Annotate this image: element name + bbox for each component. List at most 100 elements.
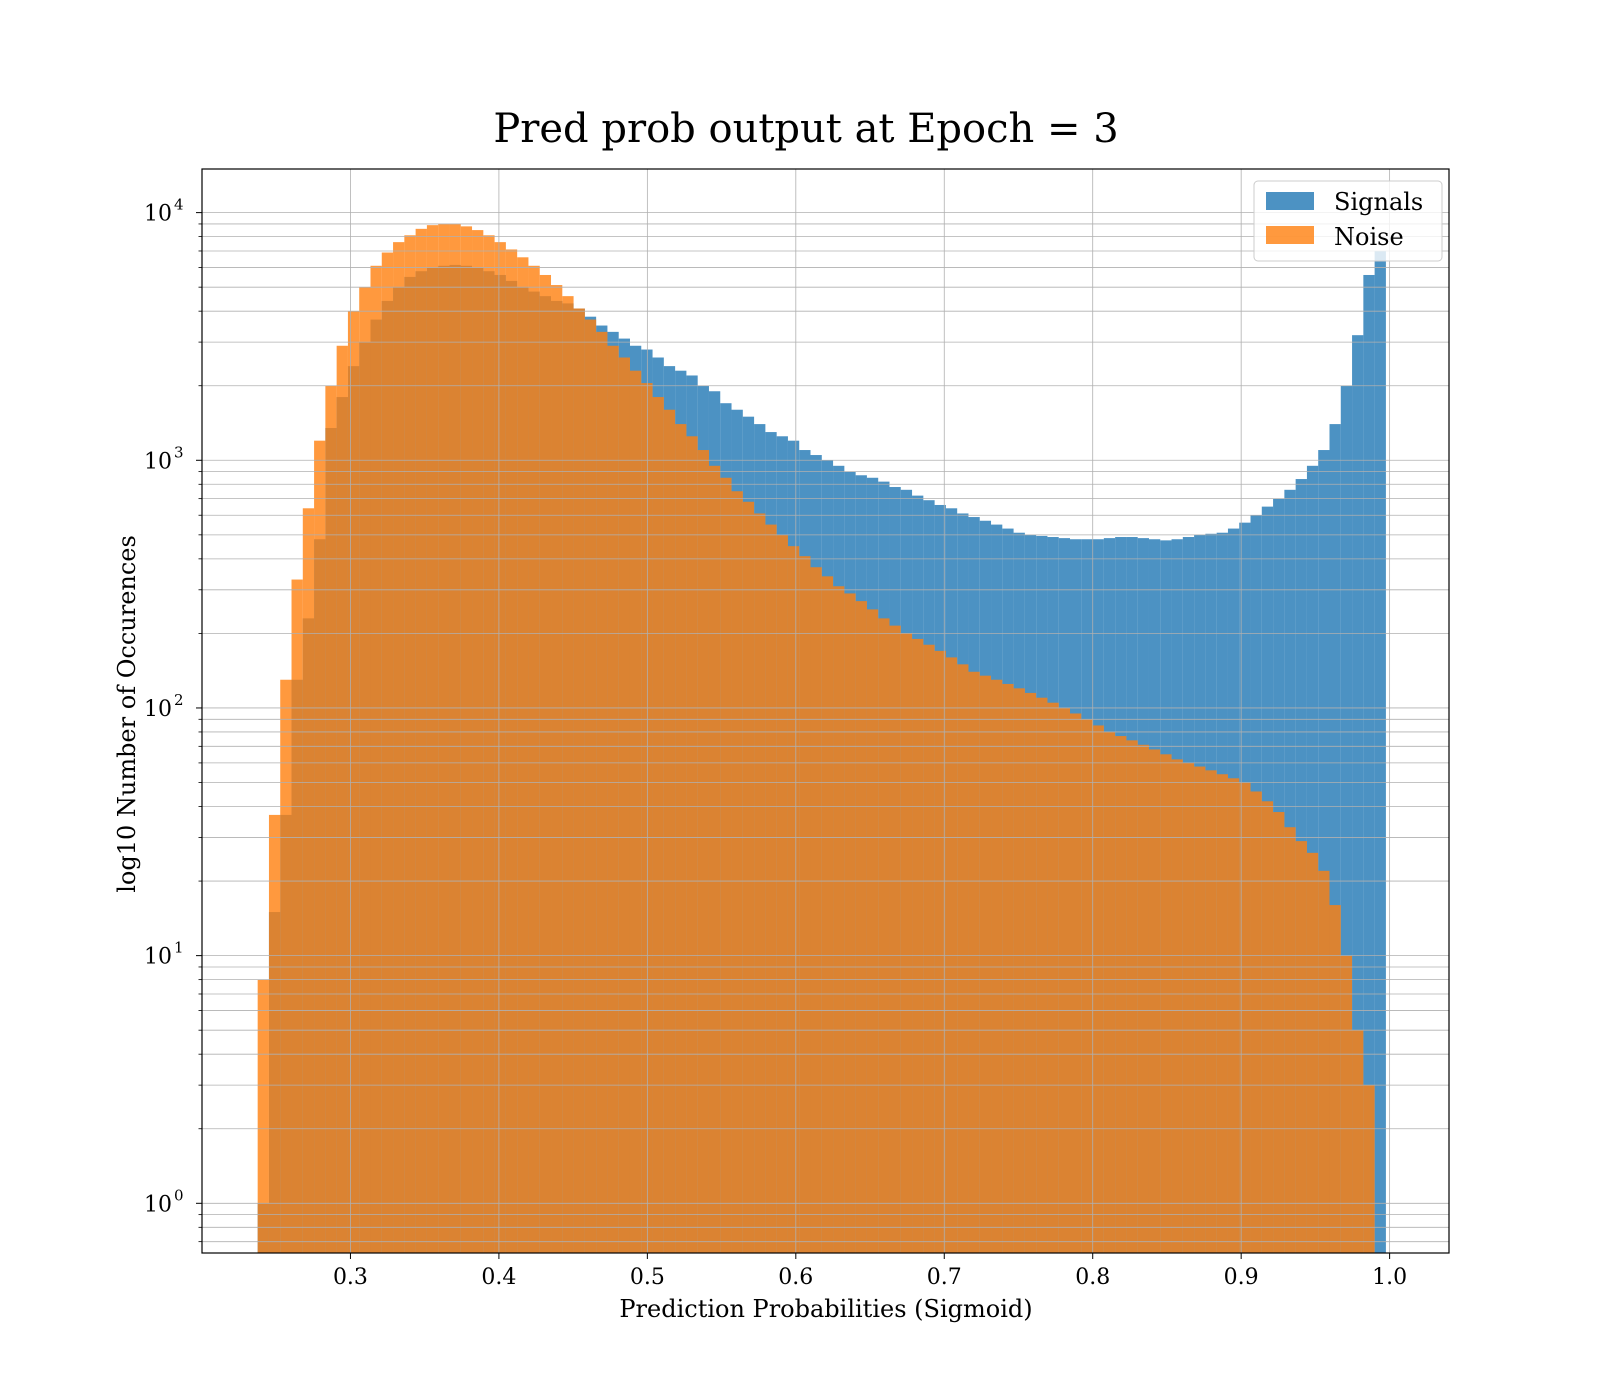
legend-label-signals: Signals bbox=[1334, 188, 1423, 216]
y-axis-label: log10 Number of Occurences bbox=[113, 535, 141, 893]
x-tick-label: 0.8 bbox=[1075, 1265, 1110, 1290]
bar-noise bbox=[889, 625, 901, 1253]
bar-noise bbox=[1058, 707, 1071, 1253]
bar-noise bbox=[652, 397, 664, 1254]
bar-noise bbox=[697, 450, 709, 1253]
bar-noise bbox=[438, 223, 450, 1253]
bar-noise bbox=[821, 576, 834, 1253]
bar-noise bbox=[742, 501, 755, 1253]
bar-noise bbox=[1126, 740, 1138, 1253]
bar-noise bbox=[562, 296, 574, 1253]
plot-area bbox=[201, 168, 1450, 1254]
bar-noise bbox=[1284, 827, 1296, 1253]
bar-noise bbox=[584, 319, 597, 1254]
y-tick-label: 10 bbox=[144, 1192, 172, 1217]
bar-noise bbox=[1205, 770, 1217, 1253]
x-tick-label: 0.7 bbox=[927, 1265, 962, 1290]
bar-noise bbox=[991, 679, 1003, 1253]
bar-noise bbox=[866, 609, 879, 1253]
bar-noise bbox=[1047, 702, 1059, 1253]
legend-swatch-noise bbox=[1266, 226, 1314, 244]
bar-noise bbox=[1024, 692, 1037, 1253]
bar-noise bbox=[472, 230, 484, 1254]
x-axis-label: Prediction Probabilities (Sigmoid) bbox=[619, 1295, 1032, 1323]
bar-noise bbox=[528, 265, 540, 1254]
bar-noise bbox=[551, 285, 563, 1254]
bar-noise bbox=[686, 436, 698, 1253]
bar-noise bbox=[483, 235, 495, 1253]
y-tick-label-exponent: 0 bbox=[174, 1186, 184, 1204]
x-axis: 0.3 0.4 0.5 0.6 0.7 0.8 0.9 1.0 bbox=[333, 1253, 1407, 1290]
bar-noise bbox=[675, 424, 687, 1253]
bar-noise bbox=[291, 579, 303, 1253]
bar-signals bbox=[1340, 385, 1353, 1253]
bar-noise bbox=[1329, 905, 1341, 1253]
bar-noise bbox=[359, 287, 371, 1253]
y-tick-label: 10 bbox=[144, 449, 172, 474]
bar-noise bbox=[336, 345, 348, 1253]
bar-noise bbox=[720, 477, 732, 1253]
bar-noise bbox=[765, 524, 777, 1253]
bar-noise bbox=[325, 385, 337, 1253]
bar-noise bbox=[347, 311, 360, 1254]
bar-noise bbox=[787, 546, 800, 1253]
bar-noise bbox=[381, 252, 394, 1254]
bar-noise bbox=[1227, 778, 1240, 1253]
bar-noise bbox=[1036, 697, 1048, 1253]
bar-noise bbox=[460, 226, 473, 1253]
bar-noise bbox=[1103, 731, 1116, 1253]
bar-noise bbox=[900, 633, 913, 1253]
bar-noise bbox=[573, 308, 585, 1254]
bar-noise bbox=[629, 370, 642, 1253]
bar-noise bbox=[393, 242, 405, 1254]
bar-noise bbox=[934, 650, 946, 1253]
x-tick-label: 0.9 bbox=[1224, 1265, 1259, 1290]
bar-noise bbox=[833, 586, 845, 1253]
bar-noise bbox=[1171, 759, 1183, 1253]
bar-noise bbox=[1239, 782, 1251, 1253]
bar-signals bbox=[1363, 274, 1375, 1253]
bar-noise bbox=[607, 345, 619, 1253]
y-tick-label-exponent: 2 bbox=[174, 691, 184, 709]
bar-noise bbox=[799, 556, 811, 1253]
bar-noise bbox=[1295, 841, 1307, 1253]
bar-noise bbox=[494, 242, 506, 1254]
bar-noise bbox=[1306, 852, 1319, 1253]
bar-noise bbox=[810, 567, 822, 1253]
bar-signals bbox=[1329, 424, 1341, 1253]
bar-noise bbox=[1081, 719, 1093, 1253]
bar-noise bbox=[618, 357, 630, 1254]
bar-noise bbox=[1013, 688, 1025, 1253]
bar-noise bbox=[404, 235, 416, 1253]
bar-noise bbox=[754, 513, 766, 1253]
y-tick-label: 10 bbox=[144, 202, 172, 227]
bar-noise bbox=[1002, 683, 1014, 1253]
bar-noise bbox=[731, 491, 743, 1253]
plot-frame bbox=[201, 168, 1450, 1254]
bar-noise bbox=[1070, 713, 1082, 1253]
chart-title: Pred prob output at Epoch = 3 bbox=[493, 106, 1118, 152]
bar-noise bbox=[776, 534, 788, 1253]
y-tick-label: 10 bbox=[144, 945, 172, 970]
bar-noise bbox=[1182, 762, 1195, 1253]
bar-signals bbox=[1352, 335, 1364, 1253]
bar-noise bbox=[449, 223, 461, 1253]
bar-noise bbox=[945, 657, 958, 1253]
x-tick-label: 0.4 bbox=[481, 1265, 516, 1290]
bar-noise bbox=[370, 265, 382, 1254]
legend: Signals Noise bbox=[1253, 180, 1443, 262]
bar-signals bbox=[1318, 450, 1330, 1253]
bar-noise bbox=[855, 601, 867, 1253]
x-tick-label: 0.3 bbox=[333, 1265, 368, 1290]
y-tick-label-exponent: 4 bbox=[174, 196, 184, 214]
x-tick-label: 0.5 bbox=[630, 1265, 665, 1290]
legend-swatch-signals bbox=[1266, 192, 1314, 210]
bar-noise bbox=[415, 228, 427, 1254]
bar-noise bbox=[539, 274, 552, 1253]
bar-noise bbox=[280, 679, 292, 1253]
bar-noise bbox=[1148, 749, 1161, 1253]
bar-noise bbox=[1092, 725, 1104, 1253]
bar-noise bbox=[257, 979, 269, 1253]
bar-noise bbox=[314, 440, 326, 1253]
